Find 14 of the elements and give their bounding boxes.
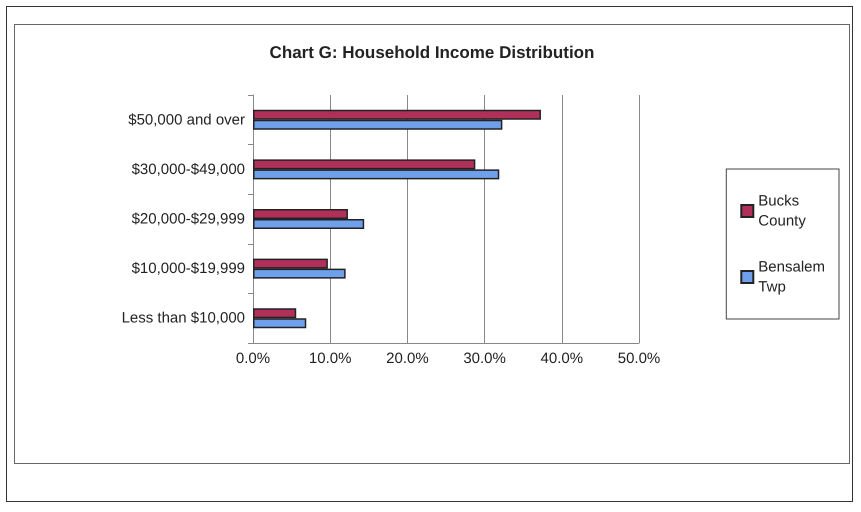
x-tick-label: 10.0% — [308, 350, 352, 367]
y-tick-label: $10,000-$19,999 — [132, 260, 245, 278]
chart-title: Chart G: Household Income Distribution — [270, 43, 594, 62]
x-tick-label: 20.0% — [386, 350, 429, 367]
y-tick-label: $30,000-$49,000 — [132, 160, 245, 178]
y-tick-label: $50,000 and over — [128, 111, 245, 128]
y-tick-label: Less than $10,000 — [122, 310, 245, 327]
x-tick-label: 50.0% — [618, 350, 660, 367]
legend-label: Bucks County — [758, 192, 806, 230]
legend-label: Bensalem Twp — [758, 258, 825, 296]
x-tick-label: 40.0% — [540, 350, 584, 367]
y-tick-label: $20,000-$29,999 — [132, 210, 245, 228]
x-tick-label: 0.0% — [236, 350, 270, 367]
x-tick-label: 30.0% — [463, 350, 506, 367]
